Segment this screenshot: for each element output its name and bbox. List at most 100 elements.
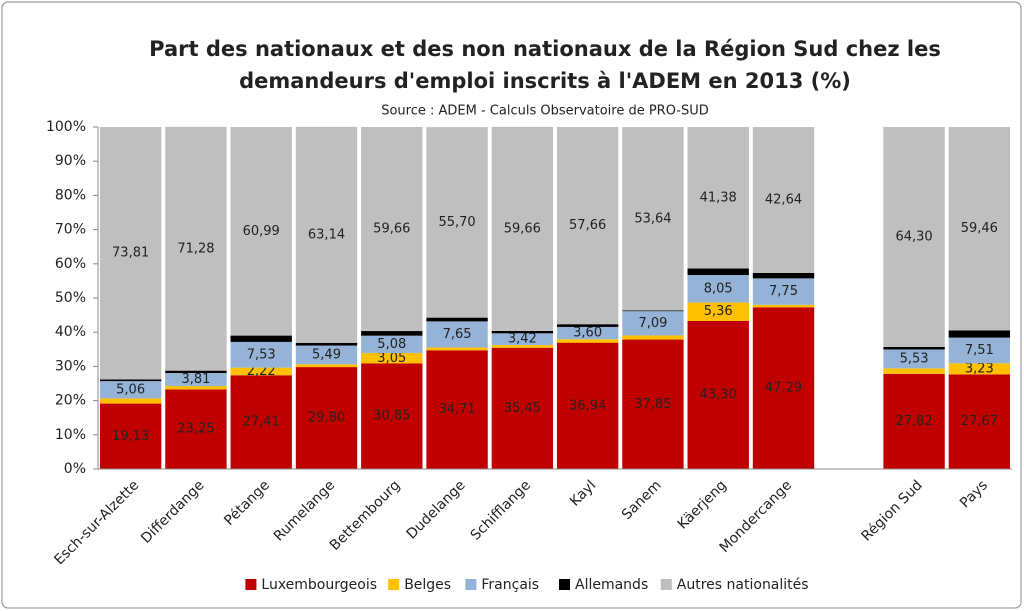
- legend-label: Belges: [404, 577, 451, 593]
- bar-segment: [230, 335, 292, 342]
- bar-segment: [622, 311, 684, 336]
- bar-segment: [165, 126, 227, 371]
- legend-swatch: [660, 579, 672, 590]
- bar-segment: [165, 370, 227, 374]
- data-label: 3,81: [181, 372, 210, 387]
- y-tick-label: 90%: [55, 153, 86, 169]
- bar-segment: [556, 342, 619, 469]
- legend-swatch: [465, 579, 477, 590]
- data-label: 5,49: [312, 347, 341, 362]
- bar-segment: [426, 127, 488, 318]
- data-label: 8,05: [704, 281, 733, 296]
- bar-segment: [426, 321, 488, 348]
- data-label: 27,82: [895, 414, 932, 429]
- bar-segment: [948, 363, 1011, 375]
- data-label: 43,30: [700, 387, 737, 402]
- bar-segment: [883, 368, 945, 374]
- data-label: 59,66: [373, 222, 410, 237]
- bar-segment: [230, 341, 292, 368]
- bar-segment: [361, 353, 423, 364]
- bar-segment: [948, 337, 1011, 364]
- y-tick-label: 40%: [55, 324, 86, 340]
- bar-segment: [883, 373, 945, 469]
- bar-segment: [491, 333, 554, 346]
- bar-segment: [165, 373, 227, 387]
- data-label: 41,38: [700, 190, 737, 205]
- data-label: 5,08: [377, 337, 406, 352]
- bar-segment: [295, 364, 358, 368]
- chart-title: demandeurs d'emploi inscrits à l'ADEM en…: [239, 69, 851, 93]
- bar-segment: [426, 317, 488, 322]
- bar-segment: [556, 326, 619, 340]
- legend-label: Allemands: [575, 577, 648, 593]
- bar-segment: [491, 330, 554, 334]
- bar-segment: [491, 345, 554, 348]
- bar-segment: [295, 367, 358, 469]
- data-label: 73,81: [112, 246, 149, 261]
- bar-segment: [948, 374, 1011, 469]
- y-tick-label: 60%: [55, 256, 86, 272]
- data-label: 63,14: [308, 227, 345, 242]
- bar-segment: [491, 126, 554, 331]
- legend-swatch: [388, 579, 400, 590]
- bar-segment: [361, 331, 423, 336]
- bar-segment: [883, 127, 945, 347]
- data-label: 3,23: [965, 361, 994, 376]
- bar-segment: [426, 347, 488, 351]
- bar-segment: [556, 127, 619, 325]
- data-label: 59,46: [961, 221, 998, 236]
- legend-label: Français: [481, 577, 539, 593]
- data-label: 3,60: [573, 326, 602, 341]
- bar-segment: [622, 127, 684, 311]
- y-tick-label: 50%: [55, 290, 86, 306]
- bar-segment: [230, 375, 292, 469]
- data-label: 27,41: [243, 415, 280, 430]
- data-label: 23,25: [177, 422, 214, 437]
- data-label: 2,22: [247, 364, 276, 379]
- bar-segment: [752, 278, 815, 305]
- legend-label: Autres nationalités: [677, 577, 809, 593]
- bar-segment: [556, 324, 619, 327]
- bar-segment: [99, 379, 162, 382]
- bar-segment: [948, 127, 1011, 331]
- bar-segment: [99, 398, 162, 404]
- bar-segment: [426, 350, 488, 469]
- legend-swatch: [245, 579, 257, 590]
- bar-segment: [622, 335, 684, 340]
- data-label: 37,85: [634, 397, 671, 412]
- bar-segment: [99, 403, 162, 469]
- bar-segment: [687, 275, 749, 303]
- bar-segment: [622, 339, 684, 469]
- bar-segment: [295, 342, 358, 346]
- bar-segment: [491, 347, 554, 469]
- bar-segment: [752, 304, 815, 308]
- legend-label: Luxembourgeois: [261, 577, 377, 593]
- bar-segment: [752, 272, 815, 279]
- data-label: 36,94: [569, 398, 606, 413]
- data-label: 7,51: [965, 343, 994, 358]
- chart-title: Part des nationaux et des non nationaux …: [149, 37, 941, 61]
- data-label: 7,53: [247, 347, 276, 362]
- data-label: 71,28: [177, 241, 214, 256]
- bar-segment: [948, 330, 1011, 338]
- data-label: 57,66: [569, 218, 606, 233]
- bar-segment: [295, 345, 358, 365]
- data-label: 7,65: [443, 327, 472, 342]
- data-label: 59,66: [504, 221, 541, 236]
- bar-segment: [687, 302, 749, 321]
- y-tick-label: 100%: [46, 119, 86, 135]
- bar-segment: [622, 310, 684, 312]
- bar-segment: [556, 339, 619, 343]
- y-tick-label: 70%: [55, 222, 86, 238]
- data-label: 29,80: [308, 411, 345, 426]
- bar-segment: [752, 307, 815, 469]
- data-label: 35,45: [504, 401, 541, 416]
- data-label: 27,67: [961, 414, 998, 429]
- data-label: 60,99: [243, 224, 280, 239]
- data-label: 34,71: [438, 402, 475, 417]
- data-label: 53,64: [634, 211, 671, 226]
- bar-segment: [361, 127, 423, 332]
- y-tick-label: 80%: [55, 187, 86, 203]
- bar-segment: [883, 349, 945, 369]
